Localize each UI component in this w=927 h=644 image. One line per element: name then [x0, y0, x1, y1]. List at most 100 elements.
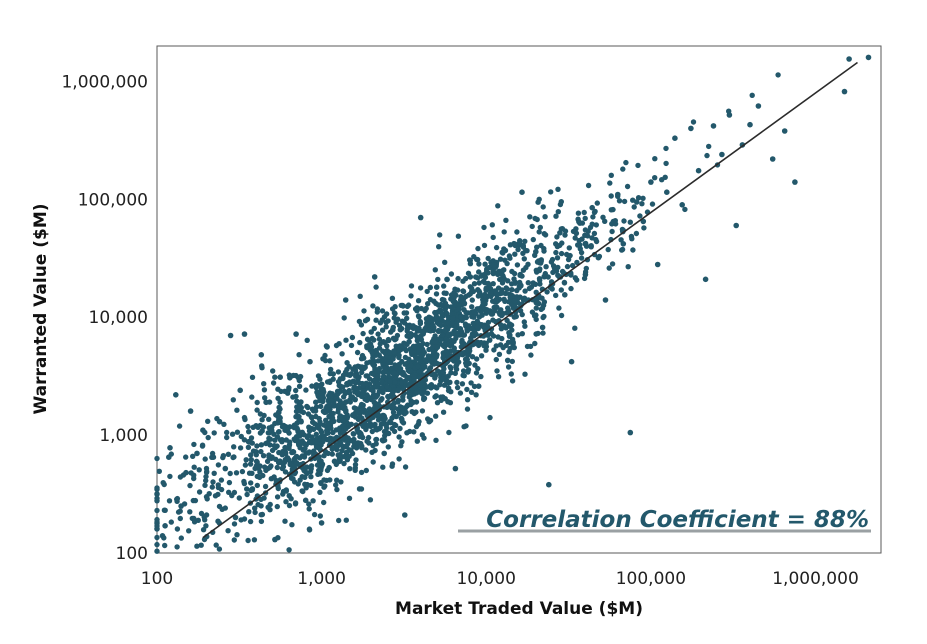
data-point	[298, 399, 304, 405]
data-point	[582, 241, 588, 247]
data-point	[512, 242, 518, 249]
data-point	[248, 452, 254, 458]
data-point	[522, 323, 528, 329]
data-point	[536, 229, 542, 235]
data-point	[335, 409, 341, 415]
data-point	[156, 468, 162, 474]
data-point	[369, 422, 375, 428]
data-point	[490, 234, 496, 241]
data-point	[154, 516, 160, 523]
data-point	[368, 344, 375, 350]
data-point	[401, 310, 407, 316]
data-point	[209, 484, 215, 490]
data-point	[554, 255, 561, 261]
data-point	[411, 374, 417, 380]
data-point	[522, 288, 528, 294]
data-point	[491, 308, 498, 314]
data-point	[452, 465, 459, 472]
data-point	[168, 451, 174, 457]
data-point	[214, 415, 220, 422]
data-point	[467, 291, 473, 297]
data-point	[390, 409, 397, 415]
data-point	[391, 315, 397, 321]
data-point	[358, 486, 365, 492]
data-point	[348, 342, 355, 349]
data-point	[486, 337, 493, 343]
data-point	[539, 324, 546, 331]
data-point	[440, 363, 447, 370]
data-point	[357, 293, 363, 299]
data-point	[266, 416, 272, 422]
data-point	[239, 468, 246, 475]
data-point	[327, 477, 333, 483]
data-point	[343, 407, 349, 414]
data-point	[555, 264, 561, 271]
data-point	[203, 469, 210, 476]
data-point	[483, 340, 489, 346]
data-point	[398, 415, 404, 421]
data-point	[274, 494, 281, 500]
data-point	[496, 351, 503, 357]
data-point	[254, 407, 260, 413]
data-point	[620, 166, 626, 172]
data-point	[493, 343, 499, 349]
data-point	[390, 324, 396, 331]
data-point	[382, 340, 388, 346]
data-point	[310, 426, 317, 432]
data-point	[302, 481, 308, 487]
data-point	[433, 344, 440, 350]
data-point	[321, 453, 327, 459]
data-point	[358, 469, 365, 476]
data-point	[508, 371, 514, 377]
data-point	[441, 290, 447, 296]
data-point	[540, 314, 546, 321]
data-point	[183, 454, 189, 460]
data-point	[314, 424, 321, 430]
data-point	[582, 215, 588, 222]
data-point	[424, 288, 430, 295]
data-point	[461, 307, 467, 313]
data-point	[445, 331, 451, 338]
data-point	[682, 206, 688, 213]
data-point	[268, 455, 275, 462]
data-point	[321, 409, 328, 416]
data-point	[558, 287, 564, 293]
data-point	[339, 351, 345, 357]
data-point	[369, 449, 375, 455]
data-point	[509, 281, 515, 287]
data-point	[319, 461, 326, 467]
data-point	[237, 445, 244, 451]
data-point	[360, 407, 366, 413]
data-point	[455, 275, 461, 282]
data-point	[192, 497, 199, 504]
data-point	[505, 364, 512, 370]
data-point	[637, 213, 643, 219]
data-point	[364, 343, 370, 349]
data-point	[329, 451, 335, 457]
data-point	[275, 535, 281, 541]
data-point	[476, 280, 482, 286]
data-point	[330, 429, 336, 436]
data-point	[485, 319, 492, 326]
data-point	[608, 207, 614, 213]
data-point	[373, 284, 379, 290]
data-point	[446, 429, 452, 436]
y-tick-label: 10,000	[89, 308, 148, 328]
data-point	[448, 348, 454, 354]
data-point	[413, 390, 420, 396]
data-point	[177, 515, 183, 522]
data-point	[397, 326, 404, 333]
data-point	[438, 301, 444, 308]
data-point	[374, 309, 380, 315]
data-point	[515, 332, 521, 338]
data-point	[448, 365, 454, 371]
data-point	[413, 423, 420, 430]
data-point	[312, 408, 319, 414]
data-point	[404, 376, 410, 382]
data-point	[391, 349, 397, 355]
data-point	[384, 383, 390, 390]
data-point	[357, 440, 363, 447]
data-point	[465, 270, 472, 276]
data-point	[517, 279, 523, 286]
data-point	[415, 363, 421, 370]
